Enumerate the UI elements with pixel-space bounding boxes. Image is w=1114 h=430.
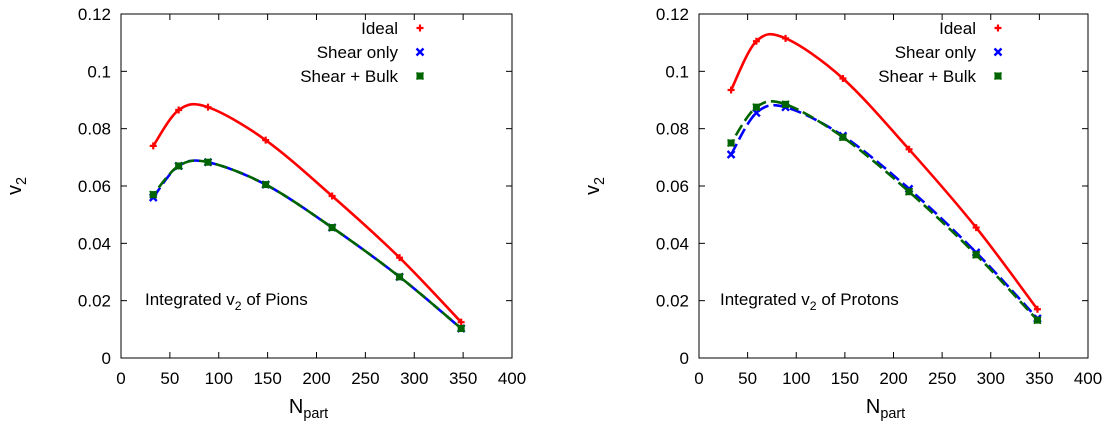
data-point	[395, 272, 404, 281]
legend-marker	[993, 47, 1003, 57]
x-tick-label: 250	[928, 369, 956, 388]
chart-panel-2: 0 50 100 150 200 250 300 350 400 0 0.02 0.04 0.06 0.0…	[582, 5, 1102, 422]
data-point	[204, 103, 212, 111]
data-point	[328, 223, 337, 232]
series-line-2	[729, 103, 1039, 320]
x-axis-label: Npart	[866, 396, 905, 422]
data-point	[396, 254, 404, 262]
panel-annotation: Integrated v2 of Protons	[720, 290, 899, 313]
y-tick-label: 0.06	[78, 177, 111, 196]
data-point	[972, 224, 980, 232]
y-tick-label: 0.02	[656, 292, 689, 311]
y-tick-label: 0.04	[78, 234, 111, 253]
data-point	[782, 34, 790, 42]
data-point	[328, 192, 336, 200]
data-point	[727, 138, 736, 148]
legend-label: Shear only	[895, 43, 977, 62]
x-tick-label: 250	[351, 369, 379, 388]
data-point	[261, 180, 270, 189]
y-tick-label: 0	[102, 349, 111, 368]
y-tick-label: 0.04	[656, 234, 689, 253]
data-point	[839, 75, 847, 82]
x-tick-label: 200	[302, 369, 330, 388]
x-tick-label: 200	[879, 369, 907, 388]
data-point	[905, 145, 913, 153]
chart-panel-1: 0 50 100 150 200 250 300 350 400 0 0.02 0.04 0.06 0.0…	[4, 5, 526, 422]
data-point	[457, 324, 466, 333]
panel-annotation: Integrated v2 of Pions	[145, 290, 308, 313]
y-axis-label: v2	[4, 177, 30, 195]
x-tick-label: 100	[205, 369, 233, 388]
y-tick-label: 0.02	[78, 292, 111, 311]
y-tick-label: 0.1	[665, 62, 689, 81]
y-tick-label: 0.06	[656, 177, 689, 196]
x-tick-label: 150	[253, 369, 281, 388]
y-axis-label: v2	[582, 177, 608, 195]
x-tick-label: 0	[116, 369, 125, 388]
data-point	[149, 190, 158, 199]
x-tick-label: 0	[694, 369, 703, 388]
legend-label: Shear only	[317, 43, 399, 62]
data-point	[726, 150, 736, 159]
y-tick-label: 0.12	[656, 5, 689, 24]
legend-marker	[415, 47, 425, 57]
series-line-1	[729, 32, 1039, 311]
x-tick-label: 150	[831, 369, 859, 388]
legend-label: Shear + Bulk	[300, 67, 398, 86]
data-point	[1033, 316, 1042, 325]
series-line-3	[730, 100, 1039, 322]
data-point	[972, 250, 981, 259]
y-tick-label: 0	[680, 349, 689, 368]
data-point	[727, 86, 735, 94]
legend-marker	[993, 71, 1003, 81]
x-tick-label: 350	[1025, 369, 1053, 388]
legend-marker	[415, 71, 425, 81]
x-tick-label: 300	[400, 369, 428, 388]
data-point	[175, 106, 183, 114]
x-axis-label: Npart	[289, 396, 328, 422]
x-tick-label: 350	[449, 369, 477, 388]
data-point	[262, 136, 270, 144]
data-point	[203, 158, 213, 167]
legend-marker	[994, 24, 1002, 32]
data-point	[752, 103, 761, 112]
y-tick-label: 0.08	[78, 120, 111, 139]
data-point	[752, 37, 760, 45]
data-point	[149, 142, 157, 150]
x-tick-label: 300	[977, 369, 1005, 388]
data-point	[904, 187, 914, 196]
legend-label: Ideal	[939, 19, 976, 38]
x-tick-label: 50	[738, 369, 757, 388]
data-point	[1033, 305, 1041, 313]
y-tick-label: 0.12	[78, 5, 111, 24]
x-tick-label: 400	[498, 369, 526, 388]
x-tick-label: 50	[160, 369, 179, 388]
y-tick-label: 0.1	[87, 62, 111, 81]
data-point	[174, 161, 183, 170]
x-tick-label: 100	[782, 369, 810, 388]
data-point	[781, 100, 790, 109]
data-point	[457, 318, 465, 326]
legend-label: Shear + Bulk	[878, 67, 976, 86]
legend-label: Ideal	[361, 19, 398, 38]
x-tick-label: 400	[1074, 369, 1102, 388]
series-line-3	[152, 159, 463, 330]
legend-marker	[416, 24, 424, 32]
data-point	[838, 133, 847, 142]
y-tick-label: 0.08	[656, 120, 689, 139]
